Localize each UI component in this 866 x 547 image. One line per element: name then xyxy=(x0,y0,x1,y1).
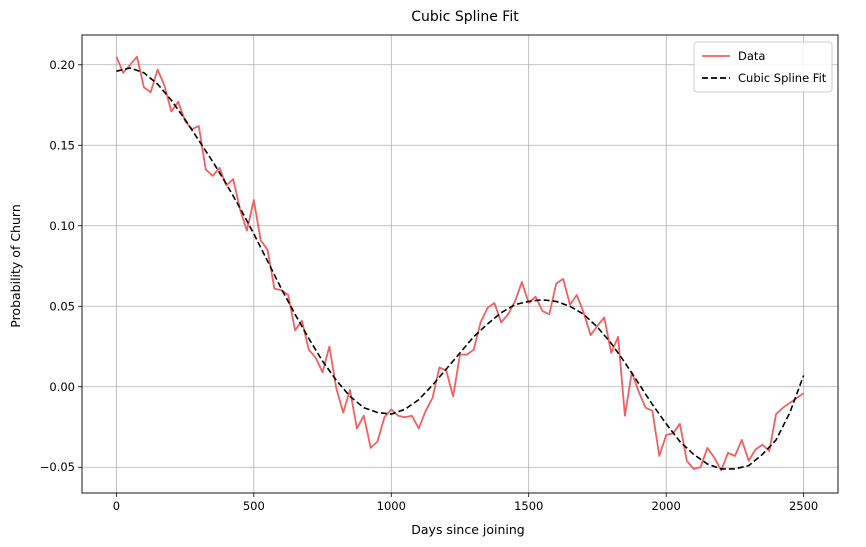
y-axis-label: Probability of Churn xyxy=(8,204,23,328)
y-tick-label: 0.20 xyxy=(49,58,75,72)
x-tick-label: 0 xyxy=(113,499,120,513)
legend-box xyxy=(693,41,833,93)
x-tick-label: 2000 xyxy=(652,499,681,513)
x-axis-label: Days since joining xyxy=(411,522,524,537)
x-tick-label: 1000 xyxy=(377,499,406,513)
plot-frame xyxy=(81,34,839,494)
spline-fit-line xyxy=(116,67,805,470)
legend-label: Data xyxy=(738,49,765,63)
y-tick-label: 0.15 xyxy=(49,138,75,152)
y-axis-ticks: −0.05 0.00 0.05 0.10 0.15 0.20 xyxy=(40,58,82,474)
plot-lines xyxy=(115,55,805,472)
x-tick-label: 1500 xyxy=(514,499,543,513)
y-tick-label: 0.00 xyxy=(49,380,75,394)
y-tick-label: 0.10 xyxy=(49,219,75,233)
x-tick-label: 2500 xyxy=(789,499,818,513)
grid xyxy=(82,35,838,493)
legend-label: Cubic Spline Fit xyxy=(738,71,827,85)
x-axis-ticks: 0 500 1000 1500 2000 2500 xyxy=(113,493,818,513)
y-tick-label: 0.05 xyxy=(49,299,75,313)
legend: Data Cubic Spline Fit xyxy=(693,41,833,93)
chart-title: Cubic Spline Fit xyxy=(411,9,519,25)
y-tick-label: −0.05 xyxy=(40,460,75,474)
x-tick-label: 500 xyxy=(243,499,265,513)
data-series-line xyxy=(115,55,805,472)
